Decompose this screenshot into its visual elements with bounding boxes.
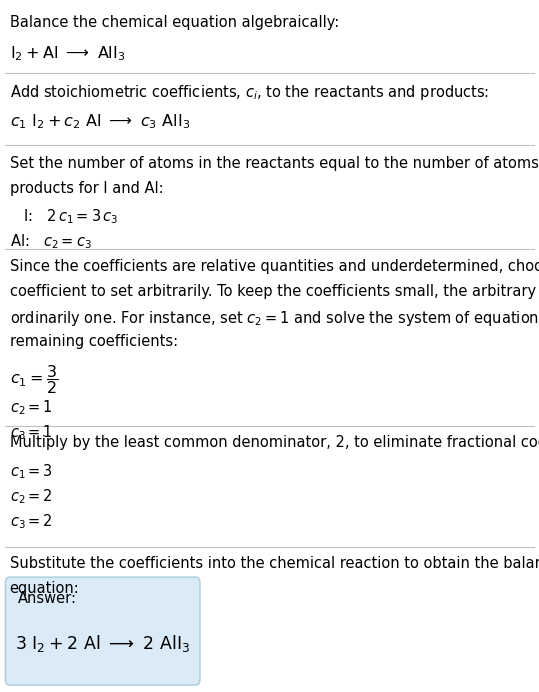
- Text: remaining coefficients:: remaining coefficients:: [10, 334, 178, 349]
- Text: $c_3 = 2$: $c_3 = 2$: [10, 512, 52, 531]
- Text: $c_1 = \dfrac{3}{2}$: $c_1 = \dfrac{3}{2}$: [10, 363, 58, 397]
- Text: Answer:: Answer:: [18, 591, 77, 606]
- Text: $c_2 = 1$: $c_2 = 1$: [10, 398, 52, 417]
- Text: Add stoichiometric coefficients, $c_i$, to the reactants and products:: Add stoichiometric coefficients, $c_i$, …: [10, 83, 489, 102]
- Text: $c_1 = 3$: $c_1 = 3$: [10, 462, 53, 481]
- Text: coefficient to set arbitrarily. To keep the coefficients small, the arbitrary va: coefficient to set arbitrarily. To keep …: [10, 284, 539, 300]
- Text: $c_1 \ \mathrm{I_2} + c_2 \ \mathrm{Al} \ {\longrightarrow} \ c_3 \ \mathrm{AlI_: $c_1 \ \mathrm{I_2} + c_2 \ \mathrm{Al} …: [10, 113, 190, 131]
- Text: Set the number of atoms in the reactants equal to the number of atoms in the: Set the number of atoms in the reactants…: [10, 156, 539, 171]
- Text: Since the coefficients are relative quantities and underdetermined, choose a: Since the coefficients are relative quan…: [10, 260, 539, 275]
- Text: Al: $\ \ c_2 = c_3$: Al: $\ \ c_2 = c_3$: [10, 232, 92, 251]
- Text: $c_3 = 1$: $c_3 = 1$: [10, 423, 52, 441]
- Text: Balance the chemical equation algebraically:: Balance the chemical equation algebraica…: [10, 15, 339, 30]
- Text: Substitute the coefficients into the chemical reaction to obtain the balanced: Substitute the coefficients into the che…: [10, 556, 539, 572]
- Text: $\mathrm{I_2 + Al \ {\longrightarrow} \ AlI_3}$: $\mathrm{I_2 + Al \ {\longrightarrow} \ …: [10, 44, 125, 63]
- Text: equation:: equation:: [10, 581, 79, 597]
- Text: I: $\ \ 2\,c_1 = 3\,c_3$: I: $\ \ 2\,c_1 = 3\,c_3$: [23, 207, 119, 226]
- Text: Multiply by the least common denominator, 2, to eliminate fractional coefficient: Multiply by the least common denominator…: [10, 435, 539, 450]
- Text: $c_2 = 2$: $c_2 = 2$: [10, 487, 52, 506]
- Text: $3 \ \mathrm{I_2} + 2 \ \mathrm{Al} \ {\longrightarrow} \ 2 \ \mathrm{AlI_3}$: $3 \ \mathrm{I_2} + 2 \ \mathrm{Al} \ {\…: [15, 633, 190, 654]
- Text: products for I and Al:: products for I and Al:: [10, 181, 163, 196]
- Text: ordinarily one. For instance, set $c_2 = 1$ and solve the system of equations fo: ordinarily one. For instance, set $c_2 =…: [10, 309, 539, 328]
